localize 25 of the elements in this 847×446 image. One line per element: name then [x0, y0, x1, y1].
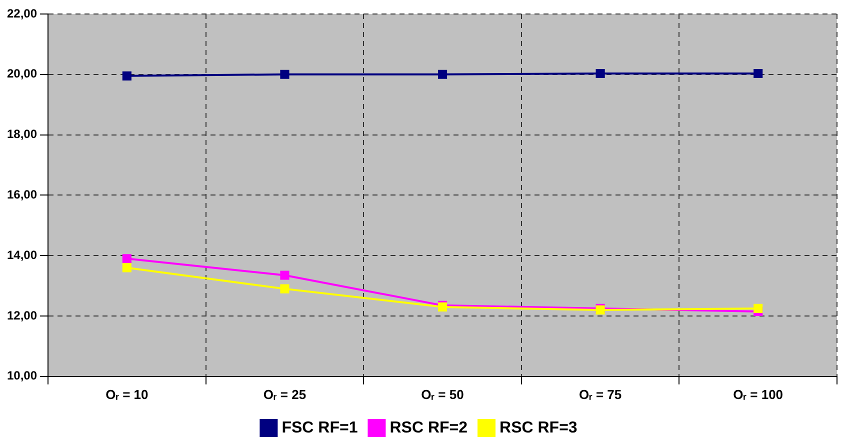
y-tick-label: 16,00 [7, 188, 38, 202]
x-tick-label: Oᵣ = 25 [263, 386, 306, 402]
y-tick-label: 10,00 [7, 368, 38, 383]
legend-label: RSC RF=3 [500, 419, 578, 436]
x-tick-label: Oᵣ = 75 [578, 386, 622, 402]
x-tick-label: Oᵣ = 10 [106, 386, 148, 402]
point [280, 70, 290, 79]
y-tick-label: 22,00 [7, 6, 38, 20]
y-tick-label: 14,00 [7, 248, 38, 262]
y-tick-label: 20,00 [7, 66, 38, 81]
y-tick-label: 18,00 [7, 127, 38, 142]
point [754, 68, 763, 78]
legend-label: RSC RF=2 [390, 419, 468, 436]
point [122, 263, 132, 272]
point [122, 71, 132, 80]
y-tick-label: 12,00 [7, 308, 38, 322]
point [596, 68, 605, 78]
point [280, 270, 290, 280]
point [438, 70, 448, 79]
legend-label: FSC RF=1 [282, 419, 358, 436]
point [122, 254, 132, 264]
point [280, 284, 290, 294]
point [754, 304, 763, 313]
x-tick-label: Oᵣ = 100 [733, 386, 784, 402]
x-tick-label: Oᵣ = 50 [421, 386, 464, 402]
